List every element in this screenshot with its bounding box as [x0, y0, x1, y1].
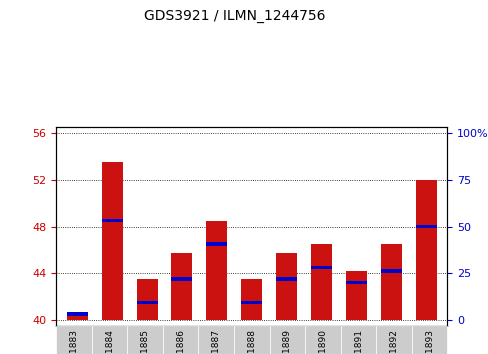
Text: GSM561888: GSM561888 — [247, 329, 256, 354]
Bar — [66, 312, 87, 316]
Bar — [206, 221, 227, 320]
Bar — [380, 244, 401, 320]
Bar — [136, 279, 157, 320]
Bar — [415, 225, 436, 228]
Text: GSM561889: GSM561889 — [283, 329, 291, 354]
Text: GDS3921 / ILMN_1244756: GDS3921 / ILMN_1244756 — [143, 9, 325, 23]
Bar — [346, 281, 366, 284]
Text: GSM561886: GSM561886 — [176, 329, 185, 354]
Bar — [310, 244, 331, 320]
Text: GSM561887: GSM561887 — [211, 329, 220, 354]
Bar — [171, 253, 192, 320]
Text: GSM561884: GSM561884 — [105, 329, 114, 354]
Bar — [276, 253, 297, 320]
Text: GSM561891: GSM561891 — [353, 329, 362, 354]
Text: GSM561883: GSM561883 — [69, 329, 79, 354]
Text: GSM561892: GSM561892 — [389, 329, 398, 354]
Bar — [415, 180, 436, 320]
Bar — [241, 279, 262, 320]
Bar — [310, 266, 331, 269]
Bar — [66, 313, 87, 320]
Text: GSM561885: GSM561885 — [141, 329, 149, 354]
Bar — [136, 301, 157, 304]
Bar — [380, 269, 401, 273]
Text: GSM561893: GSM561893 — [424, 329, 433, 354]
Text: GSM561890: GSM561890 — [318, 329, 327, 354]
Bar — [102, 162, 122, 320]
Bar — [171, 277, 192, 281]
Bar — [241, 301, 262, 304]
Bar — [346, 271, 366, 320]
Bar — [276, 277, 297, 281]
Bar — [206, 242, 227, 246]
Bar — [102, 219, 122, 222]
